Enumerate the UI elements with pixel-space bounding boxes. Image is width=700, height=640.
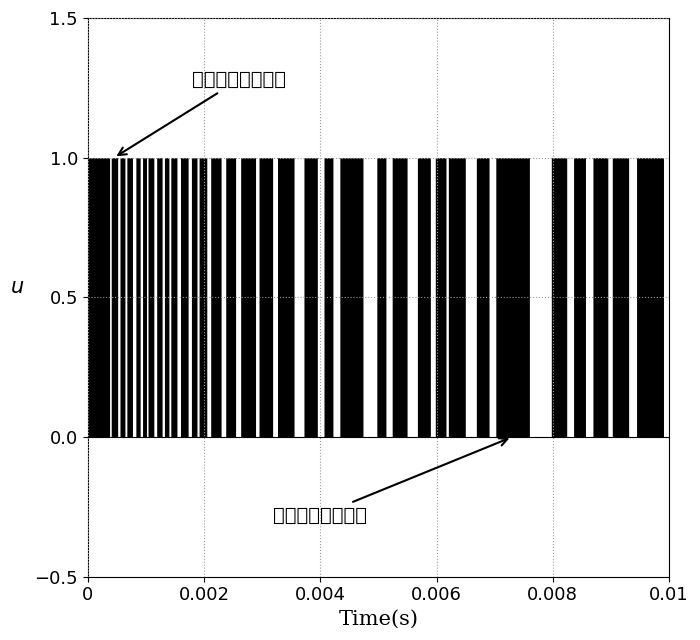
Text: 终端滑模控制方法: 终端滑模控制方法 [118,70,286,155]
Y-axis label: u: u [11,277,25,298]
X-axis label: Time(s): Time(s) [338,610,419,629]
Text: 线性滑模控制方法: 线性滑模控制方法 [273,438,508,525]
